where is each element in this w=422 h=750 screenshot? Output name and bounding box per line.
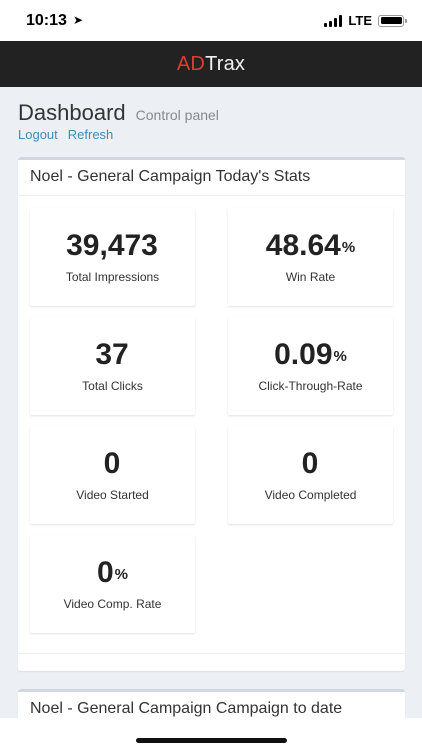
home-area xyxy=(0,718,422,750)
stat-card-ctr: 0.09% Click-Through-Rate xyxy=(228,317,393,415)
stat-value: 0% xyxy=(96,556,129,589)
signal-strength-icon xyxy=(324,14,343,27)
stat-value: 0.09% xyxy=(274,338,347,371)
stat-label: Win Rate xyxy=(285,270,336,284)
page-links: Logout Refresh xyxy=(18,127,113,142)
app-logo: ADTrax xyxy=(177,53,245,76)
status-bar: 10:13 ➤ LTE xyxy=(0,0,422,41)
refresh-link[interactable]: Refresh xyxy=(67,127,114,142)
location-arrow-icon: ➤ xyxy=(73,13,84,27)
stat-label: Video Started xyxy=(76,488,149,502)
stat-card-win-rate: 48.64% Win Rate xyxy=(228,208,393,306)
page-title-row: Dashboard Control panel xyxy=(18,100,219,126)
to-date-stats-box: Noel - General Campaign Campaign to date xyxy=(18,689,405,718)
stat-value: 0 xyxy=(301,447,319,480)
logout-link[interactable]: Logout xyxy=(18,127,58,142)
battery-icon xyxy=(378,14,407,27)
stat-value: 0 xyxy=(103,447,121,480)
stat-label: Click-Through-Rate xyxy=(258,379,363,393)
stat-label: Video Comp. Rate xyxy=(63,597,162,611)
content-area: Dashboard Control panel Logout Refresh N… xyxy=(0,87,422,718)
box-title: Noel - General Campaign Campaign to date xyxy=(30,700,343,717)
stat-card-video-completed: 0 Video Completed xyxy=(228,426,393,524)
stat-value: 48.64% xyxy=(265,229,356,262)
today-stats-box: Noel - General Campaign Today's Stats 39… xyxy=(18,157,405,671)
stat-card-video-comp-rate: 0% Video Comp. Rate xyxy=(30,535,195,633)
stat-card-total-clicks: 37 Total Clicks xyxy=(30,317,195,415)
stat-card-video-started: 0 Video Started xyxy=(30,426,195,524)
status-indicators: LTE xyxy=(324,13,407,28)
stat-value: 37 xyxy=(95,338,129,371)
box-title: Noel - General Campaign Today's Stats xyxy=(18,160,405,196)
stat-label: Total Impressions xyxy=(65,270,160,284)
stat-value: 39,473 xyxy=(66,229,158,262)
home-indicator[interactable] xyxy=(136,738,287,743)
page-subtitle: Control panel xyxy=(135,107,219,123)
stat-label: Video Completed xyxy=(264,488,357,502)
app-header: ADTrax xyxy=(0,41,422,87)
network-type: LTE xyxy=(348,13,372,28)
logo-part-ad: AD xyxy=(176,52,206,75)
logo-part-trax: Trax xyxy=(205,52,246,75)
stats-grid: 39,473 Total Impressions 48.64% Win Rate… xyxy=(18,196,405,653)
stat-card-total-impressions: 39,473 Total Impressions xyxy=(30,208,195,306)
box-footer xyxy=(18,653,405,671)
status-time: 10:13 xyxy=(26,12,67,29)
stat-label: Total Clicks xyxy=(82,379,143,393)
page-title: Dashboard xyxy=(18,100,126,125)
